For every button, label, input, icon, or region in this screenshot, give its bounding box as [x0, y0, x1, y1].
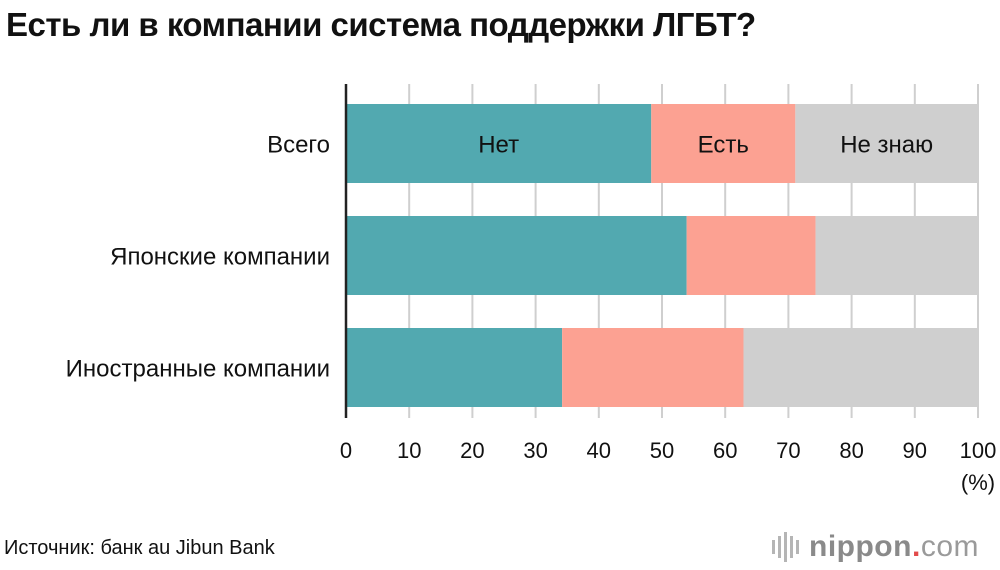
x-tick-label: 20: [460, 438, 484, 463]
bars: [346, 104, 978, 407]
x-tick-label: 90: [903, 438, 927, 463]
segment-legend-label: Нет: [478, 132, 519, 159]
bar-segment: [346, 216, 687, 295]
x-tick-label: 80: [839, 438, 863, 463]
nippon-logo: nippon.com: [772, 530, 979, 564]
category-label: Японские компании: [110, 244, 330, 271]
labels: Нет Есть Не знаю Всего Японские компании Инос…: [66, 132, 997, 496]
x-tick-label: 10: [397, 438, 421, 463]
chart-title: Есть ли в компании система поддержки ЛГБ…: [6, 6, 756, 43]
x-tick-label: 40: [587, 438, 611, 463]
bar-segment: [686, 216, 816, 295]
bar-segment: [651, 104, 796, 183]
x-tick-label: 70: [776, 438, 800, 463]
logo-bars-icon: [772, 532, 799, 562]
x-tick-label: 30: [523, 438, 547, 463]
x-tick-label: 60: [713, 438, 737, 463]
segment-legend-label: Не знаю: [840, 132, 933, 159]
bar-segment: [346, 104, 652, 183]
x-tick-label: 0: [340, 438, 352, 463]
x-tick-label: 100: [960, 438, 997, 463]
bar-segment: [743, 328, 978, 407]
category-label: Всего: [267, 132, 330, 159]
bar-segment: [562, 328, 744, 407]
x-tick-label: 50: [650, 438, 674, 463]
category-label: Иностранные компании: [66, 356, 330, 383]
source-note: Источник: банк au Jibun Bank: [4, 537, 275, 559]
stacked-bar-chart: Нет Есть Не знаю Всего Японские компании Инос…: [66, 84, 997, 496]
bar-segment: [346, 328, 563, 407]
bar-segment: [815, 216, 978, 295]
bar-segment: [795, 104, 978, 183]
logo-text: nippon.com: [809, 530, 979, 563]
x-unit-label: (%): [961, 470, 995, 495]
segment-legend-label: Есть: [698, 132, 749, 159]
